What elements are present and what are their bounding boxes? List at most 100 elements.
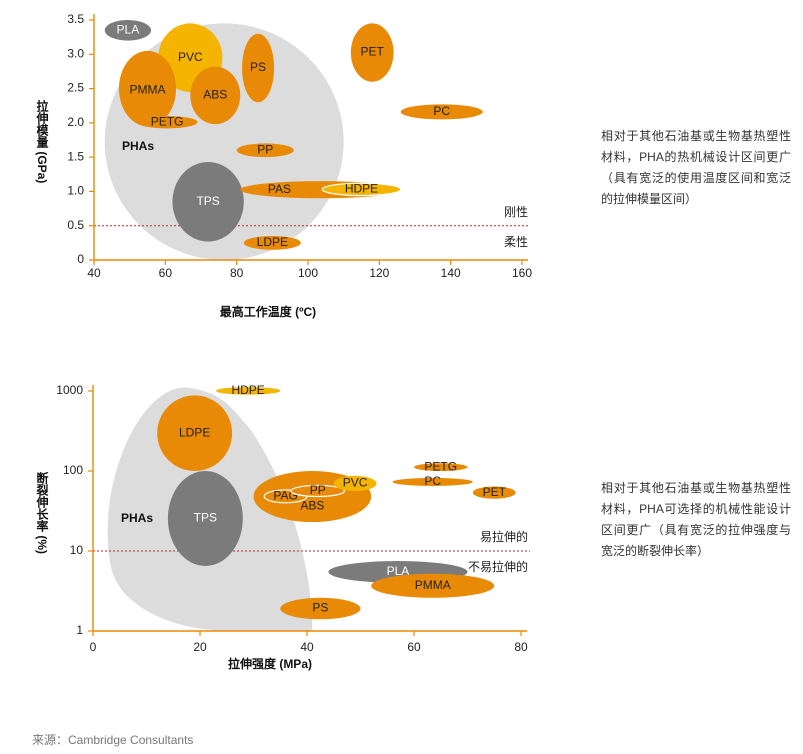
- bubble-pla: PLA: [104, 20, 152, 41]
- bubble-label-tps: TPS: [196, 194, 219, 208]
- bubble-ldpe: LDPE: [157, 395, 233, 472]
- y-tick-label: 2.5: [67, 81, 84, 95]
- bubble-ps: PS: [242, 33, 275, 103]
- bubble-shape-hdpe: [216, 387, 281, 395]
- bubble-label-pp: PP: [257, 142, 273, 156]
- bubble-petg: PETG: [136, 114, 198, 129]
- bubble-shape-pp: [290, 484, 346, 498]
- bubble-label-pet: PET: [361, 45, 385, 59]
- bubble-pmma: PMMA: [118, 50, 177, 127]
- bubble-abs: ABS: [190, 66, 241, 125]
- x-tick-label: 60: [159, 266, 173, 280]
- source-note: 来源：Cambridge Consultants: [32, 733, 194, 747]
- bubble-pc: PC: [392, 474, 473, 488]
- bubble-hdpe: HDPE: [321, 182, 402, 197]
- bubble-shape-tps: [172, 161, 244, 242]
- bubble-label-ps: PS: [250, 60, 266, 74]
- x-tick-label: 40: [87, 266, 101, 280]
- x-tick-label: 160: [512, 266, 532, 280]
- bubble-shape-pvc: [333, 475, 377, 492]
- x-tick-label: 140: [441, 266, 461, 280]
- y-tick-label: 1.0: [67, 184, 84, 198]
- bubble-label-abs: ABS: [203, 88, 227, 102]
- bubble-label-pc: PC: [424, 474, 441, 488]
- phas-label: PHAs: [122, 139, 154, 153]
- bubble-label-pas: PAS: [268, 182, 291, 196]
- bubble-label-pmma: PMMA: [415, 578, 451, 592]
- y-axis-title: 断裂伸长率 (%): [35, 471, 49, 554]
- bubble-label-pvc: PVC: [343, 476, 368, 490]
- bubble-pet: PET: [350, 23, 394, 82]
- bubble-shape-pmma: [371, 573, 495, 598]
- y-tick-label: 3.0: [67, 46, 84, 60]
- x-tick-label: 40: [300, 640, 314, 654]
- bubble-label-abs: ABS: [300, 499, 324, 513]
- bubble-pc: PC: [400, 104, 483, 120]
- bubble-shape-pla: [104, 20, 152, 41]
- y-tick-label: 3.5: [67, 12, 84, 26]
- bubble-label-pla: PLA: [117, 22, 140, 36]
- phas-label: PHAs: [121, 511, 153, 525]
- bubble-pvc: PVC: [333, 475, 377, 492]
- bubble-label-ldpe: LDPE: [179, 425, 210, 439]
- y-tick-label: 1: [76, 623, 83, 637]
- x-axis-title: 拉伸强度 (MPa): [228, 656, 312, 671]
- bubble-tps: TPS: [172, 161, 244, 242]
- y-tick-label: 0.5: [67, 218, 84, 232]
- bubble-shape-tps: [167, 471, 243, 566]
- bubble-label-pmma: PMMA: [130, 83, 166, 97]
- y-tick-label: 2.0: [67, 115, 84, 129]
- x-axis-title: 最高工作温度 (ºC): [220, 304, 316, 319]
- bubble-shape-pet: [350, 23, 394, 82]
- bubble-hdpe: HDPE: [216, 383, 281, 397]
- y-tick-label: 1000: [56, 383, 83, 397]
- bubble-label-pla: PLA: [387, 564, 410, 578]
- bubble-shape-ldpe: [243, 236, 301, 250]
- bubble-label-ldpe: LDPE: [257, 235, 288, 249]
- chart1-description: 相对于其他石油基或生物基热塑性材料，PHA的热机械设计区间更广（具有宽泛的使用温…: [601, 129, 791, 206]
- bubble-label-hdpe: HDPE: [345, 182, 378, 196]
- bubble-pet: PET: [472, 485, 516, 499]
- bubble-shape-petg: [414, 463, 468, 471]
- y-tick-label: 1.5: [67, 149, 84, 163]
- bubble-shape-ldpe: [157, 395, 233, 472]
- y-tick-label: 100: [63, 463, 83, 477]
- bubble-shape-pmma: [118, 50, 177, 127]
- bubble-label-pet: PET: [483, 485, 507, 499]
- x-tick-label: 120: [369, 266, 389, 280]
- threshold-below-label: 柔性: [504, 235, 528, 249]
- bubble-shape-pc: [400, 104, 483, 120]
- bubble-pmma: PMMA: [371, 573, 495, 598]
- bubble-label-pc: PC: [433, 104, 450, 118]
- bubble-pp: PP: [236, 142, 294, 158]
- bubble-label-pp: PP: [310, 483, 326, 497]
- x-tick-label: 20: [193, 640, 207, 654]
- bubble-label-hdpe: HDPE: [231, 383, 264, 397]
- bubble-tps: TPS: [167, 471, 243, 566]
- threshold-above-label: 刚性: [504, 205, 528, 219]
- bubble-shape-abs: [190, 66, 241, 125]
- bubble-shape-ps: [280, 597, 361, 620]
- y-axis-title: 拉伸模量 (GPa): [35, 99, 49, 184]
- y-tick-label: 10: [70, 543, 84, 557]
- bubble-shape-pet: [472, 486, 516, 499]
- threshold-below-label: 不易拉伸的: [468, 559, 528, 574]
- bubble-petg: PETG: [414, 459, 468, 473]
- bubble-shape-ps: [242, 33, 275, 103]
- bubble-shape-pp: [236, 143, 294, 158]
- bubble-ldpe: LDPE: [243, 235, 301, 250]
- x-tick-label: 100: [298, 266, 318, 280]
- bubble-shape-petg: [136, 116, 198, 129]
- bubble-ps: PS: [280, 597, 361, 620]
- bubble-label-petg: PETG: [151, 114, 184, 128]
- x-tick-label: 60: [407, 640, 421, 654]
- threshold-above-label: 易拉伸的: [480, 529, 528, 544]
- x-tick-label: 0: [90, 640, 97, 654]
- bubble-shape-pc: [392, 477, 473, 486]
- bubble-label-petg: PETG: [424, 459, 457, 473]
- bubble-label-pvc: PVC: [178, 50, 203, 64]
- chart2-description: 相对于其他石油基或生物基热塑性材料，PHA可选择的机械性能设计区间更广（具有宽泛…: [601, 481, 791, 558]
